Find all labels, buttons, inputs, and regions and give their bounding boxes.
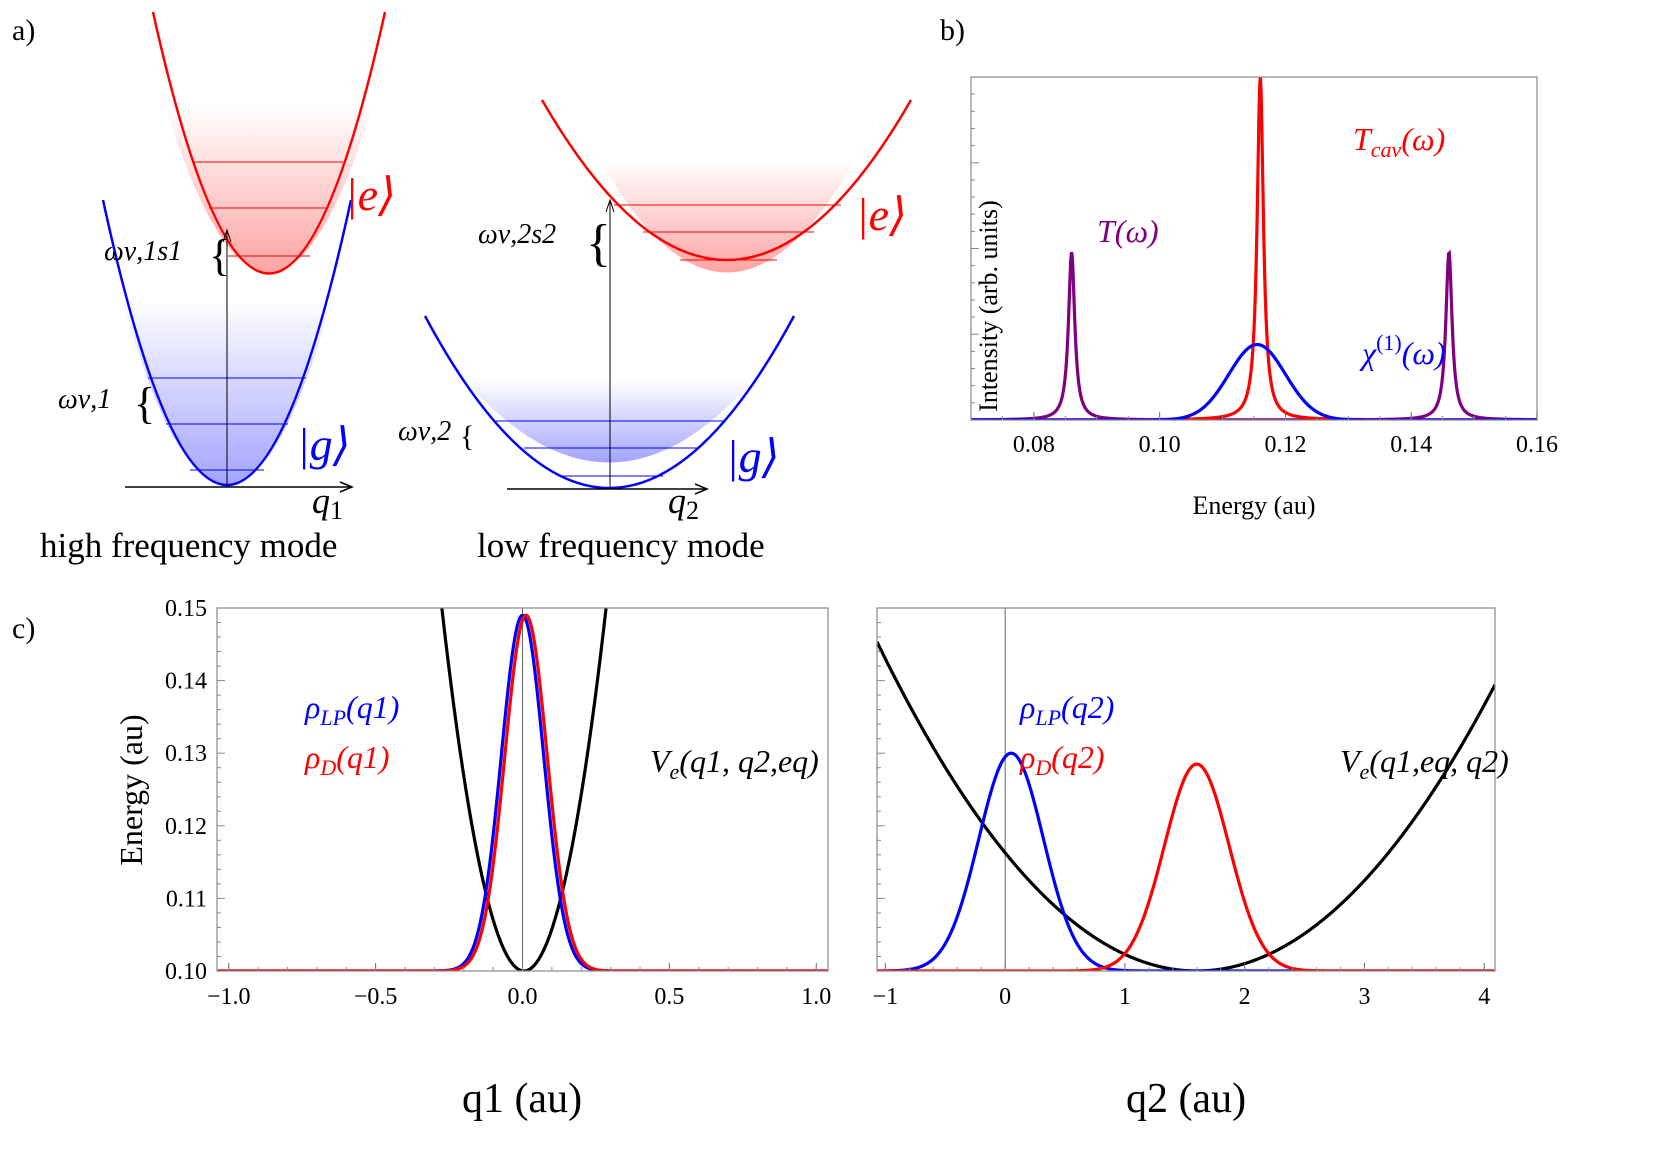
y-axis-label: Energy (au) [113, 714, 149, 865]
q2-label: q2 [668, 481, 699, 525]
x-tick-label: 0.0 [508, 984, 538, 1010]
brace-icon: { [134, 379, 155, 428]
spectrum-plot: 0.08 0.10 0.12 0.14 0.16 Energy (au) Intensi… [970, 76, 1558, 520]
panel-label-b: b) [940, 14, 965, 47]
series-line-1 [217, 613, 828, 971]
x-tick-label: −1.0 [207, 984, 251, 1010]
shift-label: ων,2s2 [478, 219, 556, 250]
ground-state-label: |g⟩ [726, 431, 780, 482]
arrow-head-icon [339, 481, 354, 493]
y-tick-label: 0.14 [165, 669, 207, 695]
x-tick-label: 0.5 [654, 984, 684, 1010]
diagram-high-frequency-mode: q1 high frequency mode |e⟩ |g⟩ ων,1 { ων… [40, 11, 396, 565]
x-axis-label: q2 (au) [1126, 1076, 1246, 1122]
series-label-chi: χ(1)(ω) [1359, 330, 1446, 371]
x-tick-label: 3 [1358, 984, 1370, 1010]
x-tick-label: 1 [1119, 984, 1131, 1010]
ground-state-label: |g⟩ [297, 419, 351, 470]
plot-frame [970, 76, 1538, 421]
y-tick-label: 0.15 [165, 596, 207, 622]
brace-icon: { [460, 420, 474, 453]
x-tick-label: 0.16 [1516, 432, 1558, 458]
y-tick-label: 0.11 [166, 886, 207, 912]
caption-high-frequency: high frequency mode [40, 526, 337, 565]
series-label-rho-lp: ρLP(q2) [1019, 689, 1114, 730]
series-line-2 [217, 613, 828, 971]
series-label-v: Ve(q1, q2,eq) [650, 743, 819, 784]
spacing-label: ων,1 [58, 384, 111, 415]
x-tick-label: 2 [1239, 984, 1251, 1010]
q1-label: q1 [312, 481, 343, 525]
brace-icon: { [586, 215, 611, 272]
excited-state-label: |e⟩ [345, 169, 396, 220]
series-line-0 [877, 641, 1495, 971]
panel-label-c: c) [12, 612, 35, 645]
q1-energy-plot: −1.0 −0.5 0.0 0.5 1.0 0.10 0.11 0.12 0.13 0.14 0.1… [113, 596, 831, 1122]
spacing-label: ων,2 [398, 416, 451, 447]
y-tick-label: 0.13 [165, 741, 207, 767]
series-label-t: T(ω) [1097, 213, 1159, 249]
excited-state-label: |e⟩ [856, 189, 907, 240]
ground-curve [423, 315, 796, 490]
y-tick-label: 0.12 [165, 814, 207, 840]
panel-label-a: a) [12, 14, 35, 47]
series-line-2 [971, 342, 1537, 420]
x-tick-label: 0.14 [1390, 432, 1432, 458]
x-tick-label: 0.08 [1013, 432, 1055, 458]
x-tick-label: 1.0 [801, 984, 831, 1010]
series-line-2 [877, 762, 1495, 971]
x-tick-label: 0.10 [1139, 432, 1181, 458]
excited-curve [151, 11, 387, 275]
excited-fill [165, 105, 373, 273]
brace-icon: { [209, 231, 230, 280]
arrow-head-icon [222, 228, 232, 243]
arrow-head-icon [605, 198, 615, 213]
x-axis-label: q1 (au) [462, 1076, 582, 1122]
series-label-rho-d: ρD(q2) [1019, 739, 1105, 780]
q2-energy-plot: −1 0 1 2 3 4 q2 (au) ρLP(q2) ρD(q2) Ve(q1,eq,… [873, 607, 1509, 1122]
y-axis-label: Intensity (arb. units) [974, 200, 1003, 412]
excited-fill [600, 160, 855, 273]
series-label-tcav: Tcav(ω) [1353, 121, 1445, 162]
arrow-head-icon [694, 483, 709, 495]
series-line-1 [877, 751, 1495, 971]
series-label-v: Ve(q1,eq, q2) [1340, 743, 1509, 784]
plot-frame [876, 607, 1496, 972]
series-line-1 [971, 77, 1537, 420]
x-tick-label: −1 [873, 984, 899, 1010]
x-tick-label: 0 [999, 984, 1011, 1010]
diagram-low-frequency-mode: q2 low frequency mode |e⟩ |g⟩ ων,2 { ων,… [398, 99, 913, 565]
x-tick-label: 0.12 [1264, 432, 1306, 458]
x-tick-label: −0.5 [354, 984, 398, 1010]
shift-label: ων,1s1 [104, 236, 182, 267]
series-label-rho-d: ρD(q1) [304, 739, 390, 780]
y-tick-label: 0.10 [165, 959, 207, 985]
x-tick-label: 4 [1478, 984, 1490, 1010]
series-label-rho-lp: ρLP(q1) [304, 689, 399, 730]
caption-low-frequency: low frequency mode [477, 526, 765, 565]
x-axis-label: Energy (au) [1193, 491, 1316, 520]
